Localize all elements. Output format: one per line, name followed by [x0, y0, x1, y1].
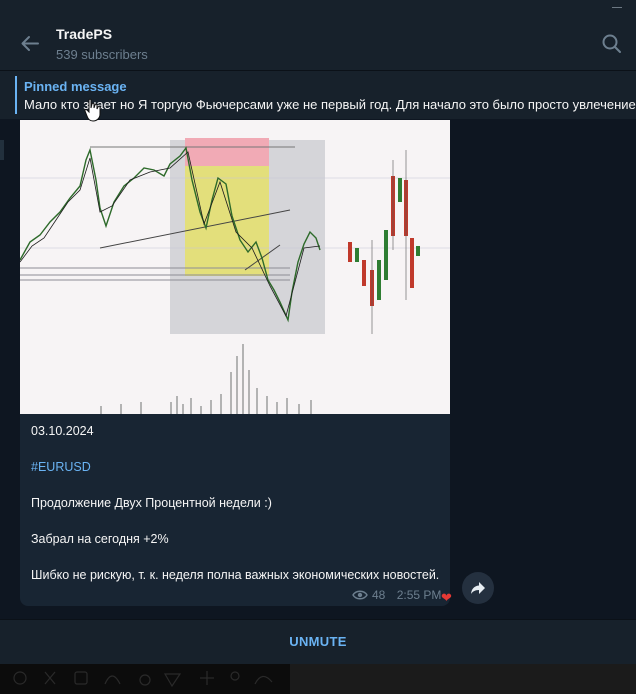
background-strip	[0, 664, 636, 694]
message-bubble[interactable]: 03.10.2024 #EURUSD Продолжение Двух Проц…	[20, 120, 450, 606]
minimize-icon[interactable]	[612, 7, 622, 8]
chat-header: TradePS 539 subscribers	[0, 16, 636, 71]
message-line-1: Продолжение Двух Процентной недели :)	[31, 496, 272, 510]
pinned-text: Мало кто знает но Я торгую Фьючерсами уж…	[24, 97, 636, 112]
pinned-title: Pinned message	[24, 79, 127, 94]
chart-screenshot-image[interactable]	[20, 120, 450, 414]
pinned-accent-bar	[15, 76, 17, 114]
forward-icon	[471, 582, 485, 594]
heart-icon[interactable]: ❤	[441, 590, 452, 605]
doodle-pattern	[0, 664, 290, 694]
window-titlebar	[0, 0, 636, 16]
message-date: 03.10.2024	[31, 424, 94, 438]
chat-edge-marker	[0, 140, 4, 160]
message-text: 03.10.2024 #EURUSD Продолжение Двух Проц…	[31, 422, 441, 602]
bottom-bar: UNMUTE	[0, 619, 636, 664]
pinned-message-bar[interactable]: Pinned message Мало кто знает но Я торгу…	[0, 71, 636, 119]
eye-icon	[352, 590, 368, 600]
subscriber-count: 539 subscribers	[56, 47, 148, 62]
message-line-2: Забрал на сегодня +2%	[31, 532, 169, 546]
right-panel-bg	[290, 664, 636, 694]
view-count: 48	[372, 588, 386, 602]
message-meta: 48 2:55 PM	[352, 588, 441, 602]
message-line-3: Шибко не рискую, т. к. неделя полна важн…	[31, 568, 440, 582]
hashtag-link[interactable]: #EURUSD	[31, 460, 91, 474]
unmute-button[interactable]: UNMUTE	[289, 634, 347, 649]
back-button[interactable]	[14, 28, 46, 60]
search-button[interactable]	[598, 30, 626, 58]
forward-button[interactable]	[462, 572, 494, 604]
message-time: 2:55 PM	[396, 588, 442, 602]
back-arrow-icon	[21, 36, 39, 51]
mouse-cursor-icon	[84, 98, 101, 122]
search-icon	[602, 34, 621, 53]
channel-title[interactable]: TradePS	[56, 26, 113, 42]
